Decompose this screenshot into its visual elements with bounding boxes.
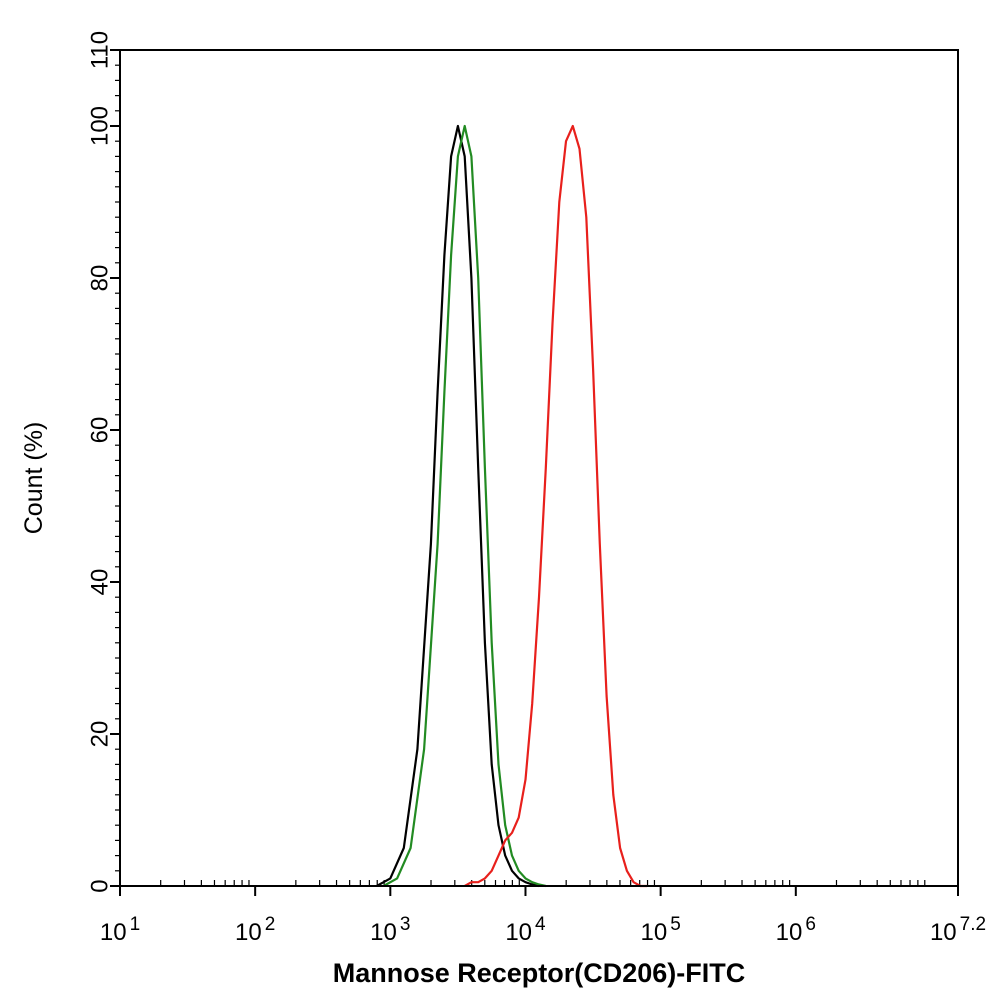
y-tick-label: 110 xyxy=(87,31,114,69)
x-tick-labels: 10 1 10 2 10 3 10 4 10 5 10 6 10 7.2 xyxy=(100,914,986,946)
x-tick-label: 10 2 xyxy=(235,914,275,946)
x-tick-label: 10 4 xyxy=(505,914,546,946)
tick-marks xyxy=(110,49,959,896)
x-tick-label: 10 3 xyxy=(370,914,410,946)
series-line-3 xyxy=(464,124,648,888)
series-line-2 xyxy=(382,124,547,888)
x-axis-title: Mannose Receptor(CD206)-FITC xyxy=(333,958,746,988)
y-tick-label: 40 xyxy=(87,569,114,596)
x-tick-label: 10 1 xyxy=(100,914,140,946)
x-tick-label: 10 5 xyxy=(641,914,681,946)
plot-frame xyxy=(119,49,959,887)
series-lines xyxy=(376,124,648,888)
y-tick-label: 60 xyxy=(87,417,114,444)
y-tick-label: 100 xyxy=(87,106,114,146)
series-line-1 xyxy=(376,124,540,888)
y-tick-labels: 0 20 40 60 80 100 110 xyxy=(87,31,114,893)
y-tick-label: 0 xyxy=(87,879,114,892)
y-axis-title: Count (%) xyxy=(20,422,48,535)
x-tick-label: 10 6 xyxy=(776,914,816,946)
y-tick-label: 20 xyxy=(87,721,114,748)
y-tick-label: 80 xyxy=(87,265,114,292)
x-tick-label: 10 7.2 xyxy=(930,914,986,946)
